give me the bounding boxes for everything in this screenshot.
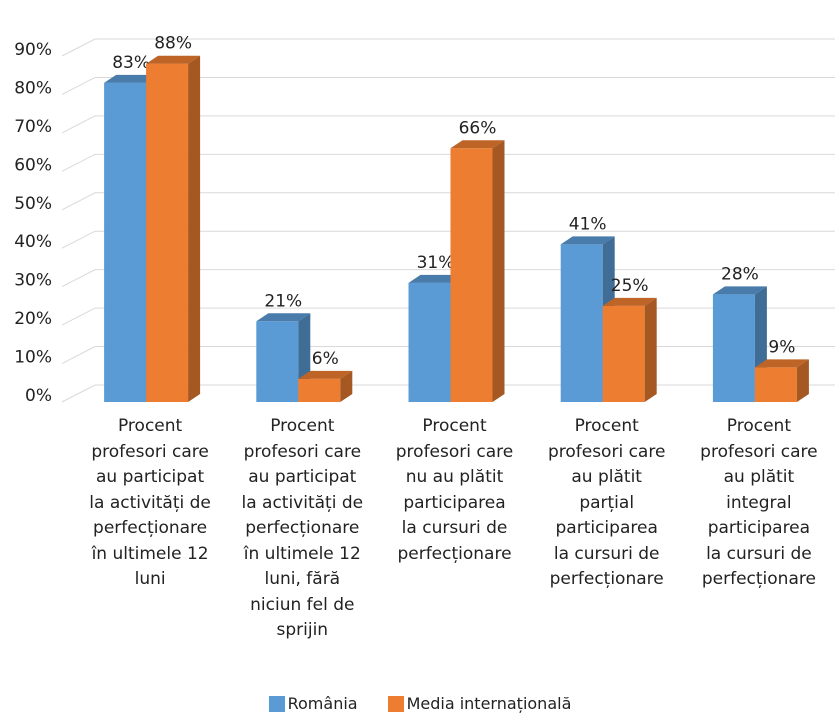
data-label: 6% [312, 349, 339, 369]
bar-front [408, 282, 451, 402]
bar-top [408, 274, 463, 283]
y-tick-label: 50% [14, 194, 52, 214]
bar [146, 55, 201, 402]
bar-top [146, 55, 201, 64]
data-label: 9% [768, 337, 795, 357]
data-label: 66% [459, 118, 497, 138]
y-tick-label: 80% [14, 78, 52, 98]
bar-top [104, 74, 159, 83]
y-tick-label: 90% [14, 40, 52, 60]
y-tick-label: 60% [14, 155, 52, 175]
y-tick-label: 70% [14, 117, 52, 137]
bar-side [188, 55, 201, 402]
grid-line [61, 153, 835, 172]
x-tick-label: Procent profesori care au plătit parțial… [547, 416, 666, 589]
bar-front [450, 148, 493, 402]
bar-side [796, 359, 809, 402]
data-label: 41% [569, 214, 607, 234]
bar-front [104, 82, 147, 403]
legend-item: România [268, 694, 358, 713]
legend-label: Media internațională [406, 694, 572, 713]
y-tick-label: 10% [14, 348, 52, 368]
grid-line [61, 230, 835, 249]
bar-top [712, 286, 767, 295]
bar-side [644, 297, 657, 402]
bar-front [712, 294, 755, 402]
data-label: 31% [417, 253, 455, 273]
bar [754, 359, 809, 402]
bar [298, 370, 353, 402]
x-tick-label: Procent profesori care au participat la … [241, 416, 364, 640]
bar [602, 297, 657, 402]
bar [560, 236, 615, 402]
data-label: 25% [611, 276, 649, 296]
legend-swatch [387, 695, 404, 712]
grid-line [61, 115, 835, 134]
bar-front [298, 378, 341, 402]
bar-front [146, 63, 189, 402]
legend-swatch [268, 695, 285, 712]
bar-top [754, 359, 809, 368]
x-tick-label: Procent profesori care au participat la … [89, 416, 211, 589]
bar-front [560, 244, 603, 402]
grid-line [61, 38, 835, 57]
bar-front [602, 305, 645, 402]
y-tick-label: 20% [14, 309, 52, 329]
bar-top [560, 236, 615, 245]
bar-top [450, 140, 505, 149]
legend-item: Media internațională [387, 694, 572, 713]
bar-top [602, 297, 657, 306]
x-tick-label: Procent profesori care au plătit integra… [700, 416, 818, 589]
x-tick-label: Procent profesori care nu au plătit part… [395, 416, 514, 564]
bar-side [492, 140, 505, 402]
bar-top [256, 313, 311, 322]
bar-front [256, 321, 299, 402]
bar-side [340, 370, 353, 402]
y-tick-label: 30% [14, 271, 52, 291]
legend: România Media internațională [0, 694, 840, 713]
bar-top [298, 370, 353, 379]
y-tick-label: 0% [25, 386, 52, 406]
data-label: 28% [721, 264, 759, 284]
data-label: 88% [154, 34, 192, 54]
grid-line [61, 76, 835, 95]
bar-front [754, 367, 797, 402]
legend-label: România [287, 694, 358, 713]
bar [450, 140, 505, 402]
grid-line [61, 192, 835, 211]
data-label: 21% [264, 291, 302, 311]
y-tick-label: 40% [14, 232, 52, 252]
data-label: 83% [112, 53, 150, 73]
